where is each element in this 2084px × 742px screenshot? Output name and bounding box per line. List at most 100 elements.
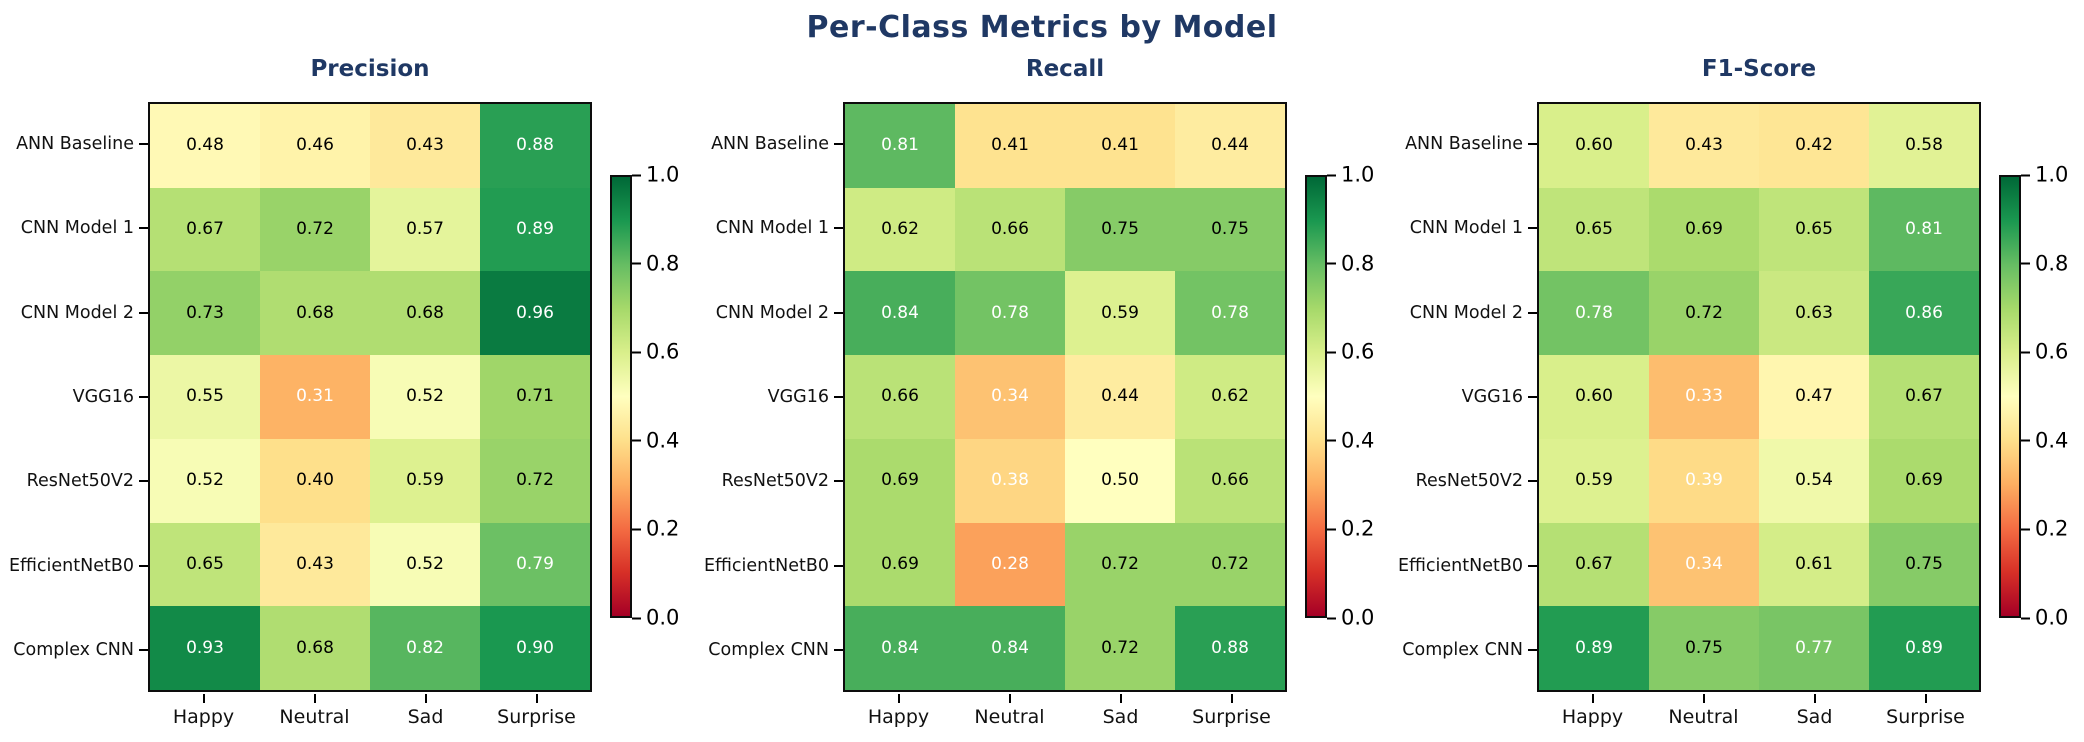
row-label-ann-baseline: ANN Baseline: [0, 102, 148, 186]
colorbar-tick-1.0: 1.0: [1327, 162, 1375, 187]
figure-title: Per-Class Metrics by Model: [806, 10, 1278, 45]
colorbar-tick-0.4: 0.4: [2021, 430, 2068, 451]
heatmap-cell: 0.89: [480, 187, 590, 272]
heatmap-cell: 0.78: [1175, 271, 1285, 356]
colorbar-tick-0.0: 0.0: [2021, 605, 2069, 630]
heatmap-cell: 0.72: [1649, 271, 1759, 356]
x-axis-class-labels: Happy Neutral Sad Surprise: [1537, 694, 1981, 728]
heatmap-cell: 0.89: [1539, 606, 1649, 690]
heatmap-cell: 0.75: [1869, 522, 1979, 607]
column-label-surprise: Surprise: [1176, 694, 1287, 728]
colorbar-tick-label: 0.0: [646, 605, 680, 630]
colorbar-tick-label: 1.0: [2035, 162, 2069, 187]
row-label-complex-cnn: Complex CNN: [695, 608, 843, 692]
colorbar-tick-label: 0.0: [2035, 605, 2069, 630]
model-label: EfficientNetB0: [1397, 555, 1523, 576]
colorbar-tick-0.4: 0.4: [632, 430, 679, 451]
class-label: Surprise: [497, 706, 576, 728]
heatmap-cell: 0.69: [1869, 438, 1979, 523]
heatmap-cell: 0.84: [845, 606, 955, 690]
heatmap-cell: 0.50: [1065, 438, 1175, 523]
row-label-resnet50v2: ResNet50V2: [1389, 439, 1537, 523]
x-tick-mark: [1591, 694, 1594, 703]
colorbar-tick-mark: [1327, 351, 1336, 354]
heatmap-cell: 0.86: [1869, 271, 1979, 356]
model-label: ANN Baseline: [1405, 134, 1523, 155]
model-label: ResNet50V2: [26, 471, 134, 492]
colorbar-tick-label: 0.8: [1341, 251, 1375, 276]
model-label: EfficientNetB0: [8, 555, 134, 576]
model-label: ANN Baseline: [711, 134, 829, 155]
x-tick-mark: [1230, 694, 1233, 703]
model-label: CNN Model 1: [1409, 218, 1523, 239]
colorbar-tick-mark: [632, 528, 641, 531]
heatmap-cell: 0.68: [260, 606, 370, 690]
f1-score-heatmap-panel: F1-Score ANN Baseline CNN Model 1 CNN Mode…: [1389, 0, 2084, 742]
colorbar-tick-label: 0.8: [2035, 251, 2069, 276]
heatmap-cell: 0.69: [1649, 187, 1759, 272]
heatmap-cell: 0.90: [480, 606, 590, 690]
heatmap-cell: 0.75: [1065, 187, 1175, 272]
colorbar-tick-0.2: 0.2: [2021, 518, 2068, 540]
x-tick-mark: [1924, 694, 1927, 703]
heatmap-cell: 0.31: [260, 355, 370, 439]
heatmap-cell: 0.81: [845, 104, 955, 188]
colorbar-tick-label: 1.0: [1341, 162, 1375, 187]
column-label-neutral: Neutral: [954, 694, 1065, 728]
colorbar-tick-mark: [1327, 262, 1336, 265]
heatmap-cell: 0.81: [1869, 187, 1979, 272]
colorbar-gradient: [1999, 175, 2021, 618]
heatmap-cell: 0.48: [150, 104, 260, 188]
model-label: EfficientNetB0: [703, 555, 829, 576]
colorbar-ticks: 1.0 0.8 0.6 0.4 0.2 0.0: [2021, 164, 2083, 628]
heatmap-cell: 0.71: [480, 355, 590, 439]
y-tick-mark: [834, 648, 843, 651]
heatmap-cell: 0.75: [1175, 187, 1285, 272]
y-tick-mark: [1528, 227, 1537, 230]
heatmap-cell: 0.62: [845, 187, 955, 272]
colorbar-tick-label: 0.2: [1341, 516, 1375, 541]
heatmap-cell: 0.41: [955, 104, 1065, 188]
x-tick-mark: [897, 694, 900, 703]
colorbar-tick-1.0: 1.0: [2021, 162, 2069, 187]
heatmap-cell: 0.78: [955, 271, 1065, 356]
heatmap-cell: 0.65: [150, 522, 260, 607]
row-label-cnn-model-2: CNN Model 2: [695, 271, 843, 355]
colorbar-tick-mark: [1327, 439, 1336, 442]
class-label: Neutral: [974, 706, 1045, 728]
heatmap-cell: 0.84: [955, 606, 1065, 690]
heatmap-cell: 0.33: [1649, 355, 1759, 439]
column-label-sad: Sad: [1065, 694, 1176, 728]
column-label-surprise: Surprise: [1870, 694, 1981, 728]
heatmap-cell: 0.84: [845, 271, 955, 356]
model-label: ResNet50V2: [721, 471, 829, 492]
colorbar-tick-label: 0.6: [2035, 339, 2069, 364]
heatmap-cell: 0.40: [260, 438, 370, 523]
heatmap-cell: 0.38: [955, 438, 1065, 523]
row-label-efficientnetb0: EfficientNetB0: [695, 523, 843, 607]
heatmap-cell: 0.62: [1175, 355, 1285, 439]
heatmap-cell: 0.54: [1759, 438, 1869, 523]
column-label-surprise: Surprise: [481, 694, 592, 728]
colorbar-tick-label: 0.8: [646, 251, 680, 276]
heatmap-cell: 0.67: [1539, 522, 1649, 607]
heatmap-cell: 0.52: [370, 355, 480, 439]
heatmap-cell: 0.59: [1539, 438, 1649, 523]
recall-heatmap: 0.81 0.41 0.41 0.44 0.62 0.66 0.75 0.75 0.84 0.78…: [843, 102, 1287, 692]
f1-score-heatmap: 0.60 0.43 0.42 0.58 0.65 0.69 0.65 0.81 0.78 0.72…: [1537, 102, 1981, 692]
column-label-neutral: Neutral: [1648, 694, 1759, 728]
heatmap-cell: 0.68: [260, 271, 370, 356]
model-label: CNN Model 2: [20, 302, 134, 323]
x-tick-mark: [202, 694, 205, 703]
colorbar-tick-mark: [2021, 617, 2030, 619]
model-label: ANN Baseline: [16, 134, 134, 155]
column-label-happy: Happy: [148, 694, 259, 728]
y-tick-mark: [834, 311, 843, 314]
column-label-sad: Sad: [370, 694, 481, 728]
row-label-efficientnetb0: EfficientNetB0: [1389, 523, 1537, 607]
heatmap-cell: 0.42: [1759, 104, 1869, 188]
model-label: CNN Model 1: [715, 218, 829, 239]
colorbar-tick-0.0: 0.0: [632, 605, 680, 630]
row-label-complex-cnn: Complex CNN: [0, 608, 148, 692]
